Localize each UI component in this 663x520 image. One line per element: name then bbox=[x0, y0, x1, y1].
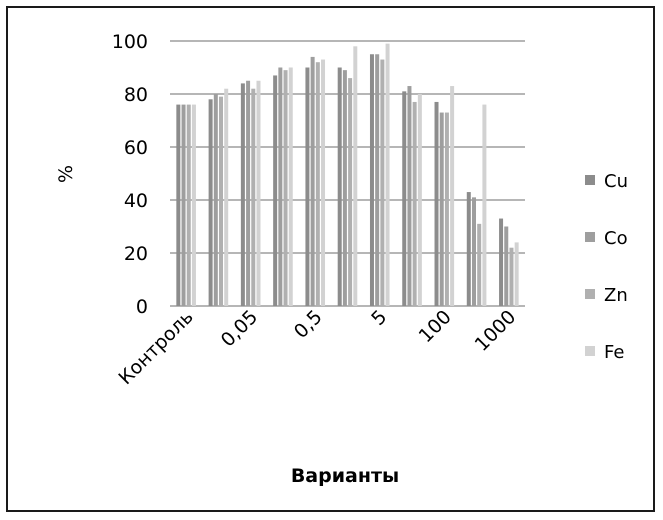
y-tick-label: 100 bbox=[112, 31, 148, 53]
y-tick-label: 20 bbox=[124, 243, 148, 265]
bar-co bbox=[471, 197, 476, 306]
x-tick-label: 0,5 bbox=[290, 306, 327, 343]
bar-cu bbox=[240, 83, 245, 307]
bar-fe bbox=[321, 59, 326, 306]
bar-cu bbox=[273, 75, 278, 306]
bar-cu bbox=[305, 67, 310, 306]
bar-zn bbox=[412, 101, 417, 306]
x-tick-label: 0,05 bbox=[217, 306, 262, 351]
y-tick-label: 0 bbox=[136, 296, 148, 318]
bar-co bbox=[278, 67, 283, 306]
x-axis-title: Варианты bbox=[291, 465, 399, 487]
bar-cu bbox=[208, 99, 213, 306]
bar-co bbox=[213, 94, 218, 306]
bar-zn bbox=[444, 112, 449, 306]
bar-fe bbox=[482, 104, 487, 306]
bar-cu bbox=[466, 192, 471, 306]
legend-label-co: Co bbox=[604, 228, 628, 249]
bar-fe bbox=[385, 43, 390, 307]
x-tick-labels: Контроль 0,05 0,5 5 100 1000 bbox=[114, 306, 520, 389]
bar-zn bbox=[315, 62, 320, 307]
y-tick-label: 40 bbox=[124, 190, 148, 212]
bar-fe bbox=[224, 88, 229, 306]
bar-fe bbox=[288, 67, 293, 306]
bar-cu bbox=[369, 54, 374, 306]
legend-label-fe: Fe bbox=[604, 342, 624, 363]
legend-swatch-cu bbox=[585, 175, 595, 185]
bar-cu bbox=[402, 91, 407, 306]
bar-co bbox=[310, 56, 315, 307]
bars bbox=[176, 43, 519, 307]
bar-fe bbox=[514, 242, 519, 306]
bar-zn bbox=[380, 59, 385, 306]
x-tick-label: 100 bbox=[415, 306, 456, 347]
bar-cu bbox=[499, 218, 504, 306]
bar-zn bbox=[283, 70, 288, 307]
legend-label-zn: Zn bbox=[604, 285, 628, 306]
y-tick-labels: 0 20 40 60 80 100 bbox=[112, 31, 148, 318]
legend-swatch-co bbox=[585, 232, 595, 242]
bar-cu bbox=[176, 104, 181, 306]
x-tick-label: 5 bbox=[367, 306, 391, 330]
bar-co bbox=[181, 104, 186, 306]
y-tick-label: 60 bbox=[124, 137, 148, 159]
x-tick-label: Контроль bbox=[114, 306, 197, 389]
bar-co bbox=[375, 54, 380, 306]
x-tick-label: 1000 bbox=[471, 306, 521, 356]
bar-zn bbox=[186, 104, 191, 306]
bar-zn bbox=[348, 78, 353, 306]
bar-co bbox=[407, 86, 412, 306]
bar-cu bbox=[337, 67, 342, 306]
bar-fe bbox=[450, 86, 455, 306]
bar-zn bbox=[509, 247, 514, 306]
bar-co bbox=[342, 70, 347, 307]
legend-label-cu: Cu bbox=[604, 171, 628, 192]
chart-frame bbox=[6, 6, 655, 512]
bar-co bbox=[504, 226, 509, 306]
legend: Cu Co Zn Fe bbox=[585, 171, 628, 363]
bar-cu bbox=[434, 101, 439, 306]
y-tick-label: 80 bbox=[124, 84, 148, 106]
legend-swatch-fe bbox=[585, 346, 595, 356]
bar-co bbox=[246, 80, 251, 306]
bar-fe bbox=[191, 104, 196, 306]
bar-co bbox=[439, 112, 444, 306]
bar-fe bbox=[417, 94, 422, 306]
bar-fe bbox=[256, 80, 261, 306]
gridlines bbox=[170, 40, 525, 307]
legend-swatch-zn bbox=[585, 289, 595, 299]
bar-zn bbox=[477, 223, 482, 306]
bar-fe bbox=[353, 46, 358, 307]
bar-zn bbox=[251, 88, 256, 306]
y-axis-title: % bbox=[55, 165, 77, 183]
bar-zn bbox=[219, 96, 224, 307]
